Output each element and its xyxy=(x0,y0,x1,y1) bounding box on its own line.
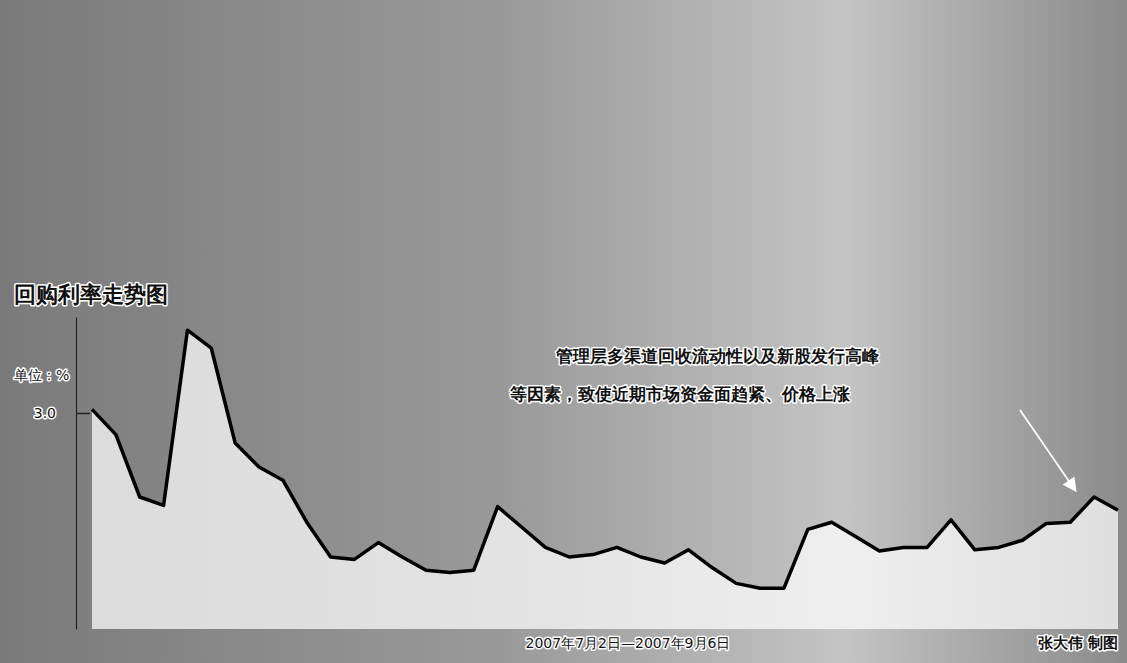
chart: 3.0 回购利率走势图单位：% 管理层多渠道回收流动性以及新股发行高峰等因素，致使近… xyxy=(0,0,1127,663)
y-tick-mark xyxy=(76,413,90,415)
annotation: 管理层多渠道回收流动性以及新股发行高峰 xyxy=(555,346,880,366)
area-fill xyxy=(92,330,1118,629)
annotation-arrow xyxy=(1020,410,1075,490)
title: 回购利率走势图 xyxy=(14,282,168,307)
x-label: 2007年7月2日—2007年9月6日 xyxy=(526,635,731,651)
plot-area xyxy=(92,330,1118,629)
annotation: 等因素，致使近期市场资金面趋紧、价格上涨 xyxy=(509,384,851,404)
y-axis: 3.0 xyxy=(34,318,90,630)
credit: 张大伟 制图 xyxy=(1038,634,1118,652)
rate-line xyxy=(92,330,1118,588)
y-tick: 3.0 xyxy=(34,405,90,421)
y-label: 单位：% xyxy=(14,367,69,383)
y-tick-label: 3.0 xyxy=(34,405,56,421)
background xyxy=(0,0,1127,663)
y-axis-line xyxy=(76,318,77,630)
